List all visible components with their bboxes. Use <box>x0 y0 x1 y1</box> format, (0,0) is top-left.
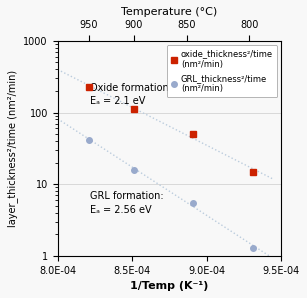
Text: GRL formation:
Eₐ = 2.56 eV: GRL formation: Eₐ = 2.56 eV <box>91 191 164 215</box>
oxide_thickness²/time
(nm²/min) <box>192 132 195 136</box>
Y-axis label: layer_thickness²/time (nm²/min): layer_thickness²/time (nm²/min) <box>7 70 18 227</box>
Legend: oxide_thickness²/time
(nm²/min), GRL_thickness²/time
(nm²/min): oxide_thickness²/time (nm²/min), GRL_thi… <box>167 45 277 97</box>
X-axis label: Temperature (°C): Temperature (°C) <box>121 7 218 17</box>
oxide_thickness²/time
(nm²/min) <box>132 107 136 111</box>
X-axis label: 1/Temp (K⁻¹): 1/Temp (K⁻¹) <box>130 281 209 291</box>
oxide_thickness²/time
(nm²/min) <box>251 170 255 173</box>
Text: Oxide formation:
Eₐ = 2.1 eV: Oxide formation: Eₐ = 2.1 eV <box>91 83 173 106</box>
GRL_thickness²/time
(nm²/min) <box>132 168 136 171</box>
Line: GRL_thickness²/time
(nm²/min): GRL_thickness²/time (nm²/min) <box>86 137 256 250</box>
Line: oxide_thickness²/time
(nm²/min): oxide_thickness²/time (nm²/min) <box>86 84 256 174</box>
GRL_thickness²/time
(nm²/min) <box>87 138 91 141</box>
GRL_thickness²/time
(nm²/min) <box>251 246 255 249</box>
oxide_thickness²/time
(nm²/min) <box>87 85 91 89</box>
GRL_thickness²/time
(nm²/min) <box>192 201 195 204</box>
